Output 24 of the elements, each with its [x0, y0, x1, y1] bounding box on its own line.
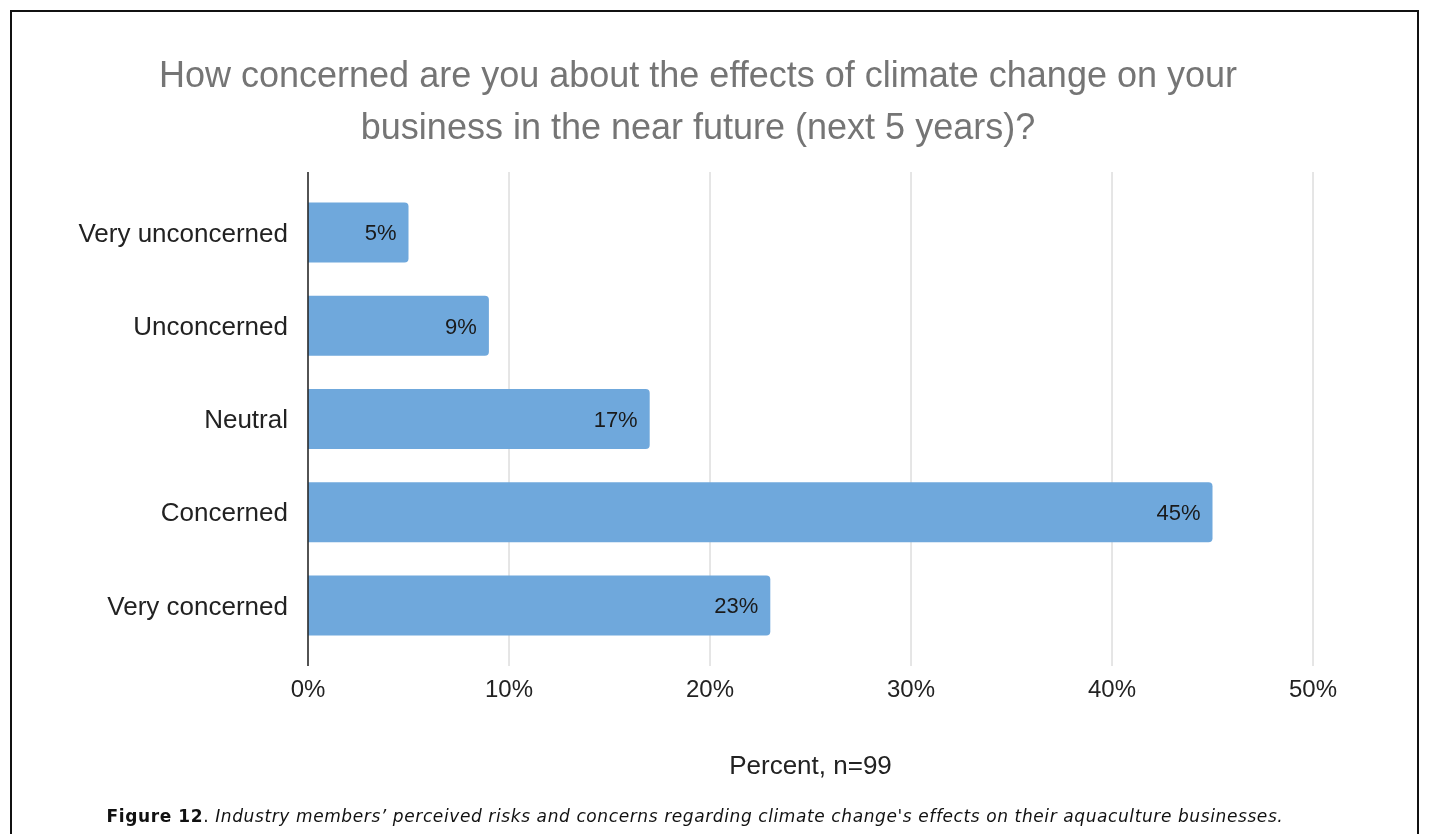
data-label: 17% — [593, 406, 638, 432]
bar — [308, 388, 650, 449]
y-tick-label: Concerned — [160, 497, 288, 528]
data-label: 5% — [364, 220, 397, 246]
x-tick-label: 20% — [685, 675, 735, 703]
data-label: 23% — [714, 593, 759, 619]
x-tick-label: 30% — [886, 675, 936, 703]
x-tick-label: 50% — [1288, 675, 1338, 703]
y-tick-label: Neutral — [204, 404, 288, 435]
y-tick-label: Very concerned — [107, 590, 288, 621]
bar — [308, 575, 771, 636]
y-tick-label: Very unconcerned — [78, 217, 288, 248]
bar — [308, 202, 409, 263]
x-tick-label: 10% — [484, 675, 534, 703]
caption: Figure 12. Industry members’ perceived risks and concerns regarding climate change's effects on their aquaculture businesses. — [106, 806, 1284, 826]
chart-title: How concerned are you about the effects of climate change on your business in the near future (next 5 years)? — [158, 53, 1238, 149]
bar — [308, 295, 489, 356]
x-axis-title: Percent, n=99 — [728, 750, 893, 781]
data-label: 9% — [445, 313, 477, 339]
bar — [308, 482, 1213, 543]
x-tick-label: 0% — [290, 675, 326, 703]
data-label: 45% — [1156, 500, 1201, 525]
y-tick-label: Unconcerned — [133, 311, 288, 342]
x-tick-label: 40% — [1087, 675, 1137, 703]
